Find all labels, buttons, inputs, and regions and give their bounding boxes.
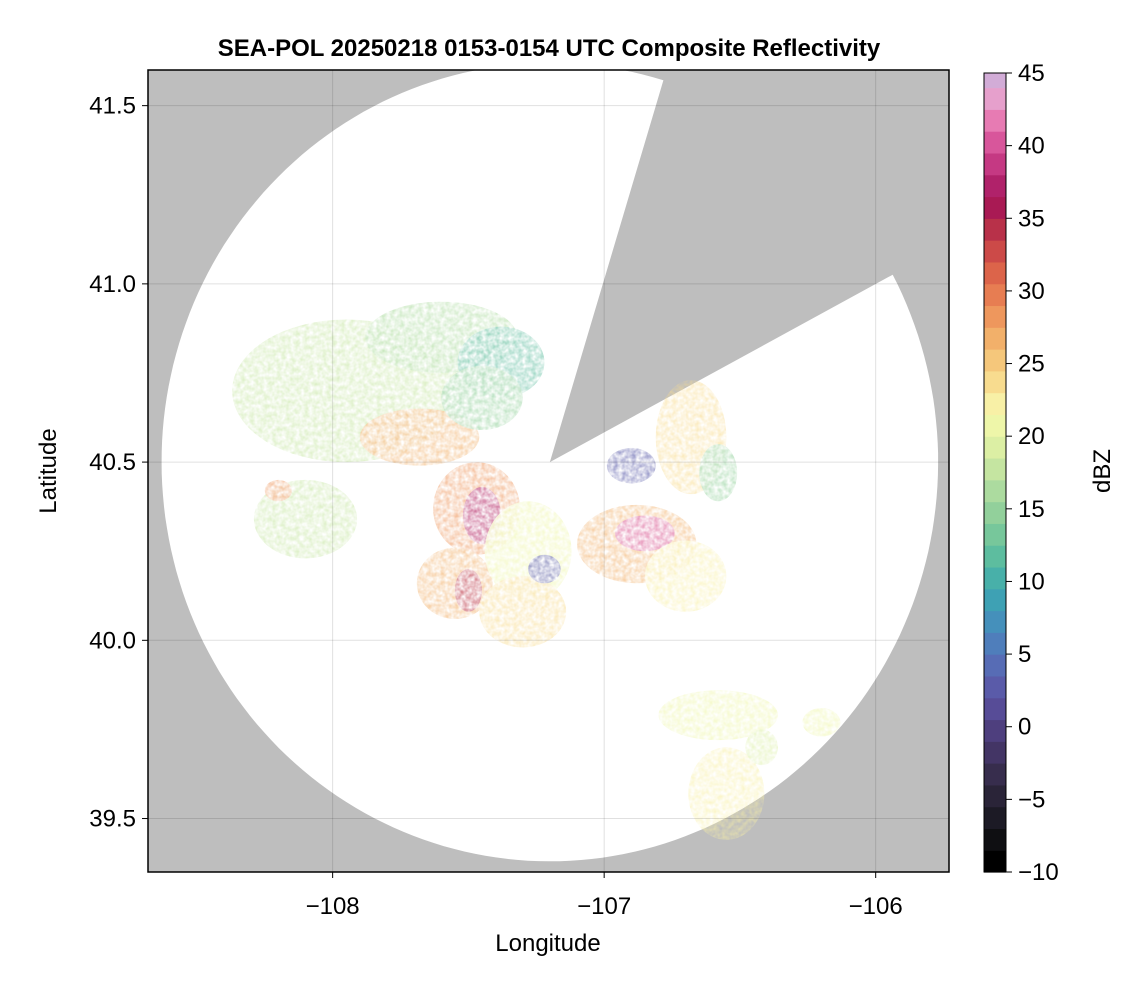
echo-region bbox=[688, 747, 765, 840]
colorbar-swatch bbox=[984, 436, 1006, 459]
colorbar-tick-label: 25 bbox=[1018, 351, 1045, 378]
colorbar-swatch bbox=[984, 218, 1006, 241]
colorbar-frame bbox=[983, 72, 1007, 873]
echo-region bbox=[528, 554, 561, 584]
colorbar-swatch bbox=[984, 283, 1006, 307]
colorbar-tick-label: 5 bbox=[1018, 641, 1031, 668]
colorbar-tick-label: 40 bbox=[1018, 133, 1045, 160]
colorbar-swatch bbox=[984, 152, 1006, 176]
colorbar-tick-label: −10 bbox=[1018, 859, 1059, 886]
y-axis-label: Latitude bbox=[35, 428, 62, 513]
colorbar-tick-label: 10 bbox=[1018, 568, 1045, 595]
colorbar-swatch bbox=[984, 850, 1006, 873]
colorbar-swatch bbox=[984, 457, 1006, 481]
colorbar-swatch bbox=[984, 523, 1006, 546]
colorbar-tick-label: 45 bbox=[1018, 60, 1045, 87]
x-axis-label: Longitude bbox=[495, 930, 600, 957]
y-tick-label: 41.5 bbox=[89, 93, 136, 120]
colorbar-swatch bbox=[984, 654, 1006, 677]
echo-region bbox=[699, 444, 738, 502]
colorbar-tick-label: 0 bbox=[1018, 714, 1031, 741]
echo-region bbox=[441, 365, 523, 431]
colorbar bbox=[983, 72, 1007, 873]
radar-coverage-area bbox=[161, 70, 939, 862]
colorbar-swatch bbox=[984, 828, 1006, 851]
colorbar-swatch bbox=[984, 73, 1006, 89]
echo-region bbox=[615, 515, 675, 552]
colorbar-swatch bbox=[984, 610, 1006, 633]
colorbar-swatch bbox=[984, 370, 1006, 394]
colorbar-swatch bbox=[984, 588, 1006, 612]
colorbar-swatch bbox=[984, 240, 1006, 263]
grid-lines bbox=[148, 70, 949, 872]
colorbar-swatch bbox=[984, 87, 1006, 110]
colorbar-swatch bbox=[984, 261, 1006, 285]
reflectivity-echoes bbox=[232, 301, 841, 840]
colorbar-swatch bbox=[984, 131, 1006, 154]
echo-region bbox=[802, 708, 841, 737]
colorbar-swatch bbox=[984, 196, 1006, 219]
colorbar-label: dBZ bbox=[1089, 449, 1116, 493]
y-tick-label: 40.0 bbox=[89, 627, 136, 654]
colorbar-tick-label: −5 bbox=[1018, 786, 1045, 813]
echo-region bbox=[658, 690, 778, 741]
echo-region bbox=[359, 408, 480, 466]
colorbar-swatch bbox=[984, 545, 1006, 568]
colorbar-tick-label: 20 bbox=[1018, 423, 1045, 450]
colorbar-swatch bbox=[984, 109, 1006, 132]
colorbar-swatch bbox=[984, 806, 1006, 830]
colorbar-swatch bbox=[984, 349, 1006, 372]
echo-region bbox=[644, 540, 727, 612]
colorbar-tick-label: 35 bbox=[1018, 205, 1045, 232]
colorbar-tick-label: 30 bbox=[1018, 278, 1045, 305]
y-tick-label: 40.5 bbox=[89, 449, 136, 476]
colorbar-swatch bbox=[984, 414, 1006, 437]
colorbar-swatch bbox=[984, 719, 1006, 742]
colorbar-swatch bbox=[984, 501, 1006, 524]
echo-region bbox=[454, 569, 482, 612]
colorbar-swatch bbox=[984, 566, 1006, 590]
colorbar-swatch bbox=[984, 174, 1006, 198]
echo-region bbox=[479, 576, 567, 648]
colorbar-tick-label: 15 bbox=[1018, 496, 1045, 523]
colorbar-swatch bbox=[984, 697, 1006, 721]
colorbar-swatch bbox=[984, 632, 1006, 655]
y-axis: 39.5 40.0 40.5 41.0 41.5 bbox=[89, 93, 148, 833]
colorbar-swatch bbox=[984, 784, 1006, 808]
colorbar-swatch bbox=[984, 479, 1006, 503]
echo-region bbox=[745, 729, 778, 766]
echo-region bbox=[264, 479, 292, 502]
plot-frame bbox=[147, 69, 950, 873]
colorbar-swatch bbox=[984, 741, 1006, 764]
chart-title: SEA-POL 20250218 0153-0154 UTC Composite… bbox=[218, 35, 881, 62]
y-tick-label: 41.0 bbox=[89, 271, 136, 298]
y-tick-label: 39.5 bbox=[89, 806, 136, 833]
colorbar-swatch bbox=[984, 305, 1006, 328]
x-tick-label: −107 bbox=[577, 893, 631, 920]
colorbar-swatch bbox=[984, 327, 1006, 350]
colorbar-swatch bbox=[984, 392, 1006, 415]
colorbar-swatch bbox=[984, 763, 1006, 786]
x-tick-label: −106 bbox=[849, 893, 903, 920]
x-tick-label: −108 bbox=[306, 893, 360, 920]
colorbar-ticks: −10 −5 0 5 10 15 20 25 30 35 40 45 bbox=[1006, 60, 1059, 886]
colorbar-swatch bbox=[984, 675, 1006, 699]
echo-region bbox=[606, 447, 656, 484]
x-axis: −108 −107 −106 bbox=[306, 872, 903, 920]
